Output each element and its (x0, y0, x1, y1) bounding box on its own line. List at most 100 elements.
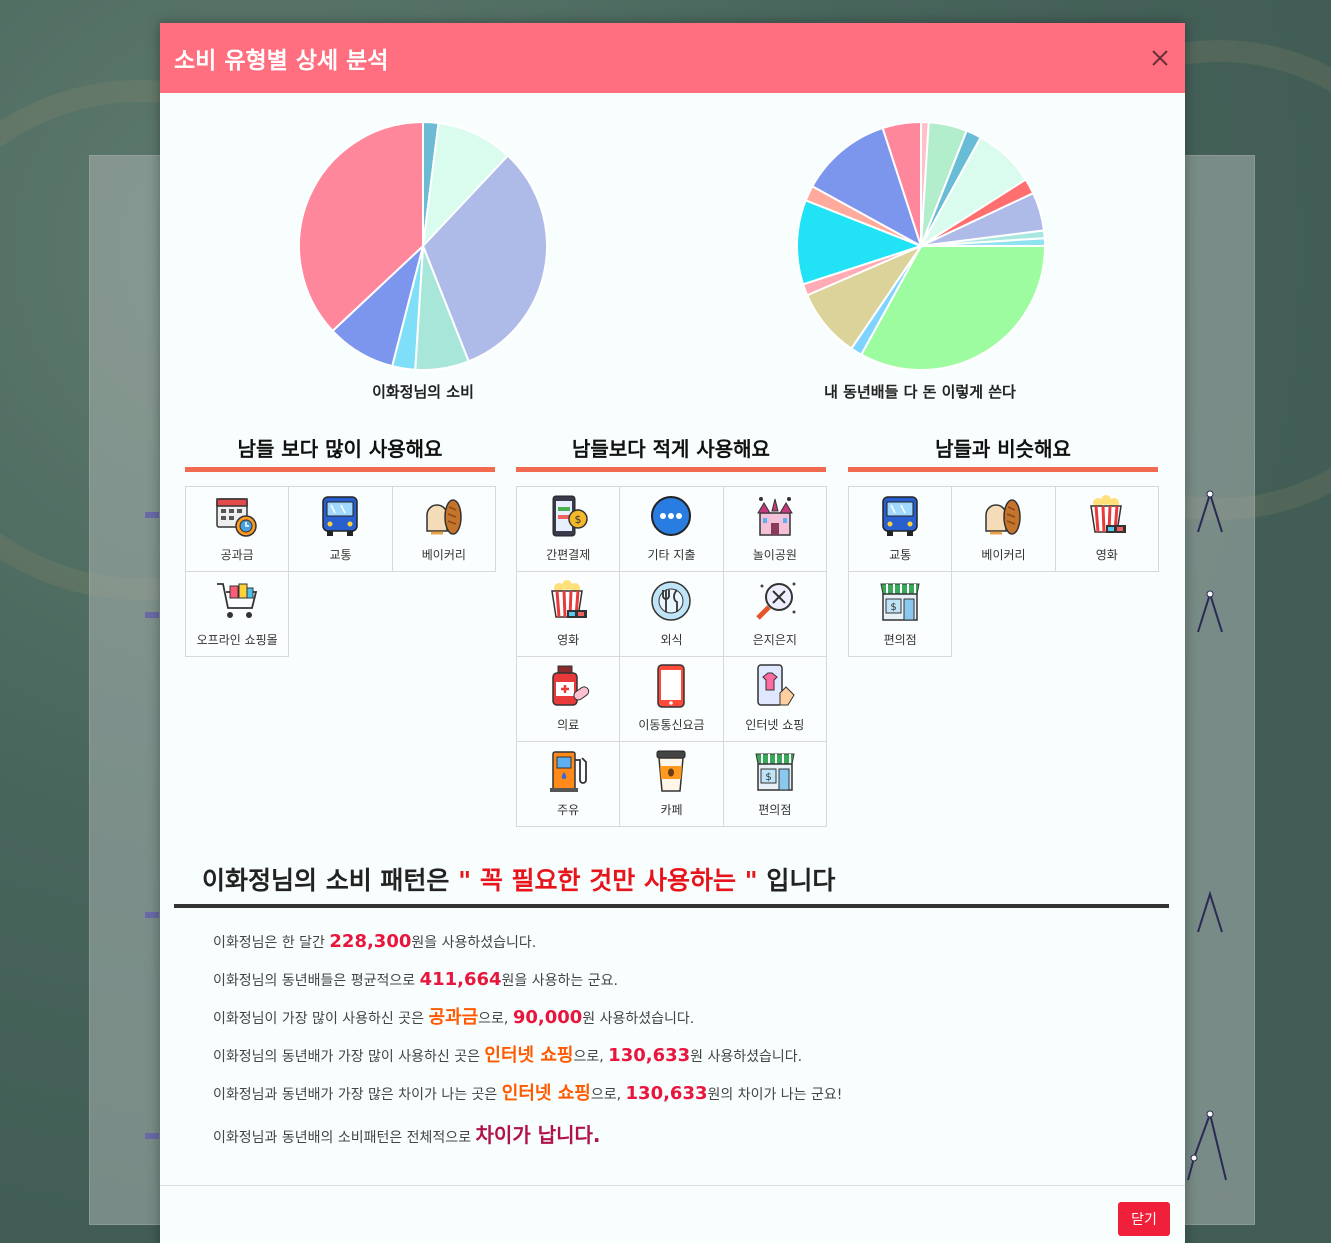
coffee-cup-icon (656, 750, 686, 792)
pattern-prefix: 이화정님의 소비 패턴은 (202, 866, 459, 895)
background-mark (145, 612, 159, 618)
background-tick-label: 31 (1214, 1187, 1231, 1204)
peer-spending-pie-chart (796, 120, 1047, 371)
plate-cutlery-icon (651, 581, 692, 621)
gas-pump-icon (550, 751, 588, 792)
svg-text:$: $ (765, 772, 771, 783)
category-label: 공과금 (220, 548, 254, 562)
summary-line: 이화정님은 한 달간 228,300원을 사용하셨습니다. (213, 923, 1113, 961)
background-sparkline (1197, 890, 1223, 933)
section-similar-grid: 교통 베이커리 (848, 486, 1159, 657)
category-label: 교통 (329, 548, 352, 562)
section-similar-title: 남들과 비슷해요 (935, 437, 1071, 461)
background-sparkline: 29 31 (1184, 1110, 1231, 1204)
summary-list: 이화정님은 한 달간 228,300원을 사용하셨습니다. 이화정님의 동년배들… (213, 923, 1113, 1157)
category-card-convenience-store[interactable]: $ 편의점 (848, 571, 953, 657)
summary-line: 이화정님이 가장 많이 사용하신 곳은 공과금으로, 90,000원 사용하셨습… (213, 999, 1113, 1037)
category-card-movie[interactable]: 영화 (1054, 486, 1159, 572)
amount-value: 130,633 (608, 1045, 691, 1066)
category-label: 기타 지출 (647, 548, 696, 562)
verdict-value: 차이가 납니다. (475, 1123, 601, 1147)
peer-spending-pie-label: 내 동년배들 다 돈 이렇게 쓴다 (824, 383, 1016, 401)
medicine-bottle-icon (552, 665, 590, 706)
category-value: 공과금 (428, 1007, 479, 1028)
summary-text: 이화정님의 동년배들은 평균적으로 (213, 973, 420, 989)
bus-icon (322, 496, 359, 536)
pie-slice[interactable] (421, 154, 548, 363)
category-label: 베이커리 (981, 548, 1026, 562)
bus-icon (882, 496, 918, 536)
summary-text: 으로, (478, 1011, 513, 1027)
section-more: 남들 보다 많이 사용해요 공과금 (185, 433, 496, 657)
store-icon: $ (755, 753, 795, 791)
section-less-grid: $ 간편결제 기타 지출 (516, 486, 827, 827)
store-icon: $ (880, 583, 920, 621)
bill-calendar-icon (216, 498, 257, 537)
category-label: 편의점 (883, 633, 917, 647)
section-divider (848, 467, 1158, 472)
amount-value: 228,300 (329, 931, 412, 952)
category-card-other[interactable]: 기타 지출 (619, 486, 724, 572)
pattern-suffix: 입니다 (757, 866, 836, 895)
category-label: 놀이공원 (752, 548, 797, 562)
comparison-sections: 남들 보다 많이 사용해요 공과금 (185, 433, 1160, 833)
mobile-payment-icon: $ (552, 495, 588, 537)
amount-value: 411,664 (419, 969, 502, 990)
analysis-modal: 소비 유형별 상세 분석 이화정님의 소비 내 동년배들 다 돈 이렇게 쓴다 … (160, 23, 1185, 1243)
category-card-transport[interactable]: 교통 (848, 486, 953, 572)
summary-text: 원 사용하셨습니다. (582, 1011, 695, 1027)
category-card-mobile-bill[interactable]: 이동통신요금 (619, 656, 724, 742)
smartphone-icon (657, 664, 686, 708)
category-card-eunji[interactable]: 은지은지 (722, 571, 827, 657)
close-icon[interactable] (1147, 43, 1173, 73)
category-label: 주유 (557, 803, 580, 817)
pie-slice[interactable] (859, 245, 1047, 371)
pie-slice[interactable] (796, 199, 924, 286)
summary-text: 이화정님이 가장 많이 사용하신 곳은 (213, 1011, 429, 1027)
category-card-offline-mall[interactable]: 오프라인 쇼핑몰 (185, 571, 290, 657)
section-divider (516, 467, 826, 472)
category-card-online-shopping[interactable]: 인터넷 쇼핑 (722, 656, 827, 742)
category-card-dining[interactable]: 외식 (619, 571, 724, 657)
svg-text:$: $ (575, 513, 582, 526)
category-card-convenience-store[interactable]: $ 편의점 (722, 741, 827, 827)
category-card-utilities[interactable]: 공과금 (185, 486, 290, 572)
pie-slice[interactable] (881, 120, 922, 247)
modal-footer: 닫기 (160, 1185, 1185, 1243)
summary-line: 이화정님의 동년배들은 평균적으로 411,664원을 사용하는 군요. (213, 961, 1113, 999)
more-dots-icon (651, 496, 692, 536)
pattern-heading: 이화정님의 소비 패턴은 " 꼭 필요한 것만 사용하는 " 입니다 (202, 861, 835, 897)
category-value: 인터넷 쇼핑 (484, 1045, 574, 1066)
summary-text: 으로, (590, 1087, 626, 1103)
category-label: 은지은지 (752, 633, 797, 647)
popcorn-icon (1089, 495, 1126, 533)
category-card-bakery[interactable]: 베이커리 (391, 486, 496, 572)
category-card-cafe[interactable]: 카페 (619, 741, 724, 827)
pie-slice[interactable] (421, 121, 510, 249)
bread-icon (426, 499, 462, 535)
close-button[interactable]: 닫기 (1118, 1202, 1170, 1236)
pie-charts-area: 이화정님의 소비 내 동년배들 다 돈 이렇게 쓴다 (160, 93, 1185, 413)
category-card-bakery[interactable]: 베이커리 (951, 486, 1056, 572)
summary-text: 이화정님의 동년배가 가장 많이 사용하신 곳은 (213, 1049, 485, 1065)
category-card-medical[interactable]: 의료 (516, 656, 621, 742)
pie-slice[interactable] (298, 120, 424, 333)
category-card-movie[interactable]: 영화 (516, 571, 621, 657)
category-label: 편의점 (758, 803, 792, 817)
background-mark (145, 512, 159, 518)
amount-value: 130,633 (625, 1083, 708, 1104)
category-card-easy-pay[interactable]: $ 간편결제 (516, 486, 621, 572)
summary-text: 이화정님과 동년배의 소비패턴은 전체적으로 (213, 1130, 476, 1146)
modal-title: 소비 유형별 상세 분석 (174, 48, 389, 74)
castle-icon (756, 497, 793, 536)
my-spending-pie-label: 이화정님의 소비 (372, 383, 474, 401)
category-card-transport[interactable]: 교통 (288, 486, 393, 572)
bread-icon (985, 499, 1022, 535)
pie-slice[interactable] (810, 126, 923, 249)
background-mark (145, 912, 159, 918)
category-card-fuel[interactable]: 주유 (516, 741, 621, 827)
background-sparkline (1197, 590, 1223, 633)
category-value: 인터넷 쇼핑 (501, 1083, 591, 1104)
category-card-amusement-park[interactable]: 놀이공원 (722, 486, 827, 572)
category-label: 외식 (660, 633, 683, 647)
